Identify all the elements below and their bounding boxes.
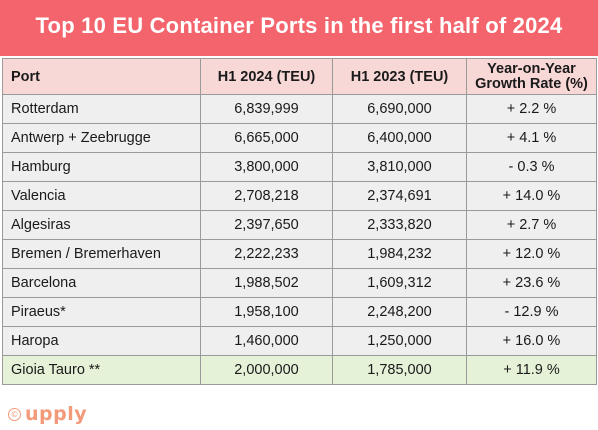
growth-cell: + 4.1 % bbox=[466, 123, 597, 153]
port-cell: Hamburg bbox=[2, 152, 201, 182]
h1-2023-cell: 2,374,691 bbox=[332, 181, 467, 211]
growth-cell: + 23.6 % bbox=[466, 268, 597, 298]
table-row: Gioia Tauro ** 2,000,000 1,785,000 + 11.9 % bbox=[2, 355, 597, 385]
h1-2023-cell: 1,785,000 bbox=[332, 355, 467, 385]
h1-2024-cell: 2,000,000 bbox=[200, 355, 333, 385]
brand-footer: © upply bbox=[8, 401, 87, 427]
h1-2024-cell: 1,460,000 bbox=[200, 326, 333, 356]
h1-2023-cell: 1,609,312 bbox=[332, 268, 467, 298]
port-cell: Algesiras bbox=[2, 210, 201, 240]
table-row: Barcelona 1,988,502 1,609,312 + 23.6 % bbox=[2, 268, 597, 298]
table-row: Hamburg 3,800,000 3,810,000- 0.3 % bbox=[2, 152, 597, 182]
h1-2023-cell: 2,333,820 bbox=[332, 210, 467, 240]
port-cell: Piraeus* bbox=[2, 297, 201, 327]
growth-cell: + 14.0 % bbox=[466, 181, 597, 211]
h1-2024-cell: 6,665,000 bbox=[200, 123, 333, 153]
h1-2024-cell: 1,958,100 bbox=[200, 297, 333, 327]
h1-2023-cell: 1,250,000 bbox=[332, 326, 467, 356]
brand-logo: upply bbox=[25, 403, 88, 425]
h1-2023-cell: 6,690,000 bbox=[332, 94, 467, 124]
table-row: Rotterdam 6,839,999 6,690,000 + 2.2 % bbox=[2, 94, 597, 124]
port-cell: Antwerp + Zeebrugge bbox=[2, 123, 201, 153]
column-header-growth: Year-on-Year Growth Rate (%) bbox=[466, 58, 597, 95]
page-title: Top 10 EU Container Ports in the first h… bbox=[0, 0, 598, 56]
column-header-h1-2024: H1 2024 (TEU) bbox=[200, 58, 333, 95]
h1-2023-cell: 2,248,200 bbox=[332, 297, 467, 327]
table-row: Haropa 1,460,000 1,250,000 + 16.0 % bbox=[2, 326, 597, 356]
h1-2024-cell: 3,800,000 bbox=[200, 152, 333, 182]
growth-header-line2: Growth Rate (%) bbox=[475, 75, 588, 92]
port-cell: Valencia bbox=[2, 181, 201, 211]
h1-2023-cell: 3,810,000 bbox=[332, 152, 467, 182]
h1-2024-cell: 6,839,999 bbox=[200, 94, 333, 124]
table-row: Antwerp + Zeebrugge 6,665,000 6,400,000 + 4… bbox=[2, 123, 597, 153]
h1-2023-cell: 1,984,232 bbox=[332, 239, 467, 269]
port-cell: Barcelona bbox=[2, 268, 201, 298]
port-cell: Gioia Tauro ** bbox=[2, 355, 201, 385]
h1-2024-cell: 2,708,218 bbox=[200, 181, 333, 211]
copyright-icon: © bbox=[8, 407, 21, 421]
table-header: Port H1 2024 (TEU) H1 2023 (TEU) Year-on… bbox=[2, 58, 597, 95]
column-header-port: Port bbox=[2, 58, 201, 95]
table-row: Bremen / Bremerhaven 2,222,233 1,984,232 + … bbox=[2, 239, 597, 269]
table-row: Valencia 2,708,218 2,374,691 + 14.0 % bbox=[2, 181, 597, 211]
column-header-h1-2023: H1 2023 (TEU) bbox=[332, 58, 467, 95]
h1-2024-cell: 2,222,233 bbox=[200, 239, 333, 269]
growth-cell: + 12.0 % bbox=[466, 239, 597, 269]
growth-cell: + 2.2 % bbox=[466, 94, 597, 124]
h1-2024-cell: 2,397,650 bbox=[200, 210, 333, 240]
port-cell: Bremen / Bremerhaven bbox=[2, 239, 201, 269]
table-body: Rotterdam 6,839,999 6,690,000 + 2.2 % Antwer… bbox=[2, 94, 597, 385]
growth-header-line1: Year-on-Year bbox=[487, 60, 576, 77]
port-cell: Haropa bbox=[2, 326, 201, 356]
h1-2024-cell: 1,988,502 bbox=[200, 268, 333, 298]
growth-cell: + 2.7 % bbox=[466, 210, 597, 240]
table-row: Piraeus* 1,958,100 2,248,200- 12.9 % bbox=[2, 297, 597, 327]
growth-cell: + 11.9 % bbox=[466, 355, 597, 385]
growth-cell: - 12.9 % bbox=[466, 297, 597, 327]
growth-cell: - 0.3 % bbox=[466, 152, 597, 182]
port-cell: Rotterdam bbox=[2, 94, 201, 124]
h1-2023-cell: 6,400,000 bbox=[332, 123, 467, 153]
header-row: Port H1 2024 (TEU) H1 2023 (TEU) Year-on… bbox=[2, 58, 597, 95]
ports-table: Port H1 2024 (TEU) H1 2023 (TEU) Year-on… bbox=[2, 58, 597, 385]
table-row: Algesiras 2,397,650 2,333,820 + 2.7 % bbox=[2, 210, 597, 240]
growth-cell: + 16.0 % bbox=[466, 326, 597, 356]
